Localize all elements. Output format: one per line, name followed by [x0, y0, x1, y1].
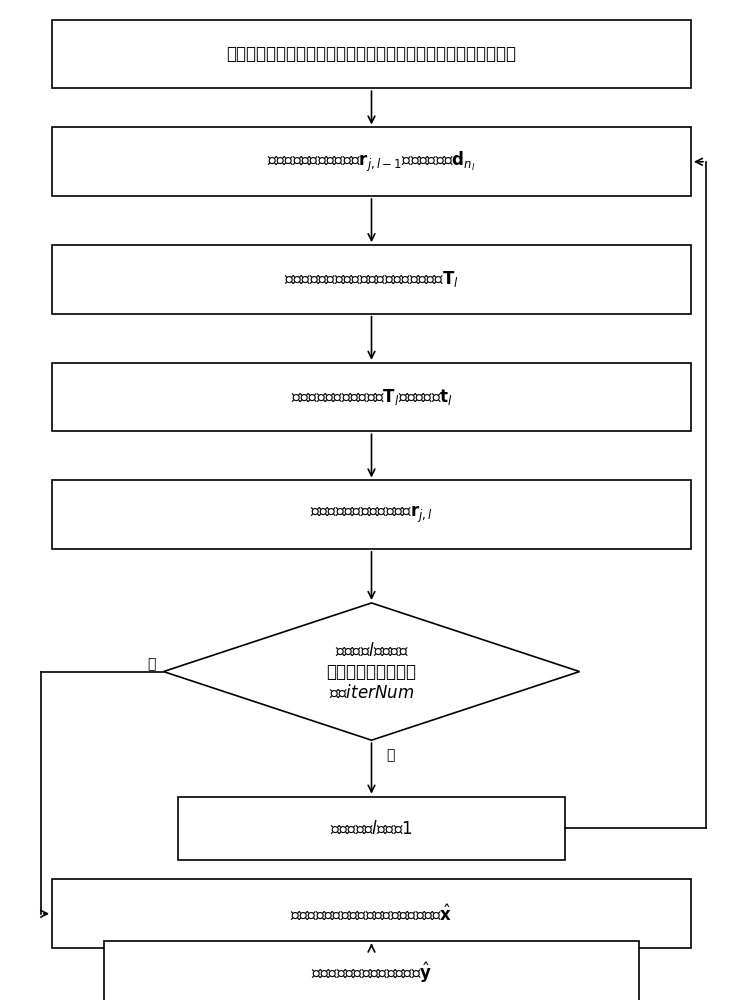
Bar	[52, 127, 691, 196]
Bar	[104, 941, 639, 1000]
Text: 获取多通道信号集合残差$\mathbf{r}_{j,l-1}$的最匹配原子$\mathbf{d}_{n_l}$: 获取多通道信号集合残差$\mathbf{r}_{j,l-1}$的最匹配原子$\m…	[267, 150, 476, 174]
Bar	[52, 363, 691, 431]
Bar	[52, 480, 691, 549]
Text: 将迭代次数$l$的值加1: 将迭代次数$l$的值加1	[330, 819, 413, 837]
Bar	[52, 245, 691, 314]
Text: 获取稀疏分解匹配子字典$\mathbf{T}_l$的原子序号$\mathbf{t}_l$: 获取稀疏分解匹配子字典$\mathbf{T}_l$的原子序号$\mathbf{t…	[291, 387, 452, 407]
Text: 否: 否	[148, 657, 156, 671]
Text: 更新多通道信号集合的残差$\mathbf{r}_{j,l}$: 更新多通道信号集合的残差$\mathbf{r}_{j,l}$	[310, 504, 433, 525]
Text: 迭代次数$l$是否小于
预先设定的最大迭代
次数$iterNum$: 迭代次数$l$是否小于 预先设定的最大迭代 次数$iterNum$	[326, 642, 417, 701]
Bar	[52, 20, 691, 88]
Text: 合成去噪后的多通道信号集合$\hat{\mathbf{y}}$: 合成去噪后的多通道信号集合$\hat{\mathbf{y}}$	[311, 960, 432, 985]
Text: 获取多通道信号集合的稀疏分解匹配子字典$\mathbf{T}_l$: 获取多通道信号集合的稀疏分解匹配子字典$\mathbf{T}_l$	[284, 269, 459, 289]
Text: 设定基于信号相关性的多通道信号去噪过程中各参数的初始状态值: 设定基于信号相关性的多通道信号去噪过程中各参数的初始状态值	[227, 45, 516, 63]
Bar	[52, 879, 691, 948]
Bar	[178, 797, 565, 860]
Text: 是: 是	[386, 748, 395, 762]
Text: 估计多通道信号集合的稀疏分解系数向量$\hat{\mathbf{x}}$: 估计多通道信号集合的稀疏分解系数向量$\hat{\mathbf{x}}$	[291, 904, 452, 924]
Polygon shape	[163, 603, 580, 740]
